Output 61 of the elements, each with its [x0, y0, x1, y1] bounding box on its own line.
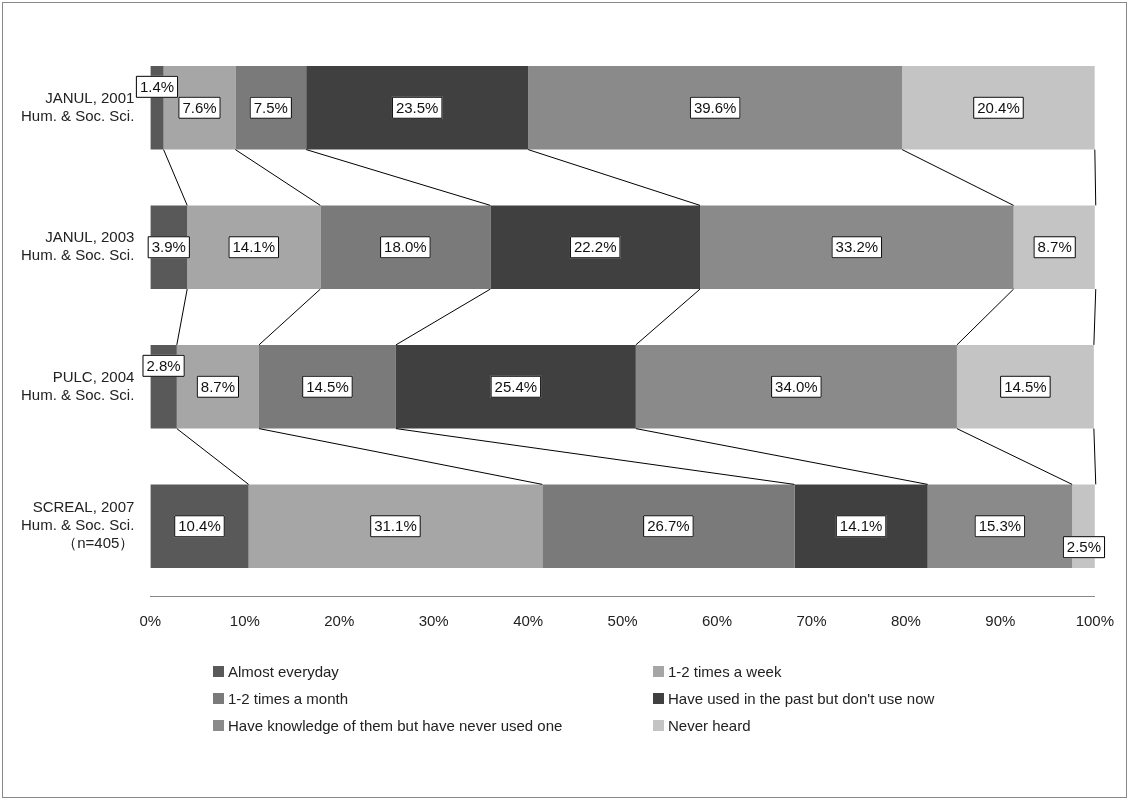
data-label: 1.4% [139, 77, 175, 95]
data-label: 2.8% [146, 356, 181, 374]
bar [248, 484, 543, 569]
data-label: 14.5% [306, 377, 349, 395]
bar [902, 65, 1095, 150]
y-tick-label: JANUL, 2001 Hum. & Soc. Sci. [20, 88, 135, 124]
data-label: 18.0% [384, 238, 427, 256]
y-tick-label: SCREAL, 2007 Hum. & Soc. Sci. （n=405） [20, 498, 135, 552]
data-label: 7.5% [253, 98, 288, 116]
data-label: 25.4% [494, 377, 538, 395]
data-label: 2.5% [1066, 538, 1102, 556]
legend-label: Never heard [668, 717, 751, 734]
data-label: 26.7% [647, 517, 690, 535]
bar [700, 205, 1014, 290]
data-label: 14.1% [839, 517, 883, 535]
data-label: 7.6% [182, 98, 217, 116]
data-label: 14.1% [232, 238, 276, 256]
legend-label: Have knowledge of them but have never used one [228, 717, 563, 734]
y-tick-label: PULC, 2004 Hum. & Soc. Sci. [20, 367, 135, 403]
bar [528, 65, 903, 150]
bar [956, 344, 1094, 429]
x-tick-label: 30% [418, 612, 449, 630]
bar [258, 344, 396, 429]
x-tick-label: 50% [607, 612, 638, 630]
legend-label: Have used in the past but don't use now [668, 690, 935, 707]
legend-label: 1-2 times a month [228, 690, 349, 707]
bar [794, 484, 928, 569]
y-tick-label: JANUL, 2003 Hum. & Soc. Sci. [20, 228, 135, 264]
x-tick-label: 10% [229, 612, 260, 630]
data-label: 3.9% [151, 238, 186, 256]
bar [490, 205, 701, 290]
data-label: 23.5% [395, 98, 439, 116]
data-label: 10.4% [178, 517, 221, 535]
x-tick-label: 80% [890, 612, 921, 630]
bar [542, 484, 795, 569]
x-tick-label: 40% [513, 612, 544, 630]
bar [306, 65, 529, 150]
data-label: 34.0% [775, 377, 818, 395]
x-tick-label: 90% [985, 612, 1016, 630]
data-label: 31.1% [374, 517, 417, 535]
data-label: 14.5% [1004, 377, 1047, 395]
data-label: 39.6% [693, 98, 737, 116]
x-tick-label: 60% [702, 612, 733, 630]
x-tick-label: 20% [324, 612, 355, 630]
bar [1013, 205, 1095, 290]
x-tick-label: 0% [139, 612, 162, 630]
legend-label: 1-2 times a week [668, 663, 782, 680]
data-label: 20.4% [977, 98, 1020, 116]
legend-label: Almost everyday [228, 663, 339, 680]
data-label: 8.7% [200, 377, 235, 395]
bar [320, 205, 491, 290]
data-label: 22.2% [573, 238, 617, 256]
x-tick-label: 100% [1075, 612, 1115, 630]
data-label: 8.7% [1037, 238, 1072, 256]
data-label: 33.2% [835, 238, 879, 256]
bar [395, 344, 636, 429]
bar [150, 484, 249, 569]
data-label: 15.3% [978, 517, 1022, 535]
x-tick-label: 70% [796, 612, 827, 630]
bar [187, 205, 321, 290]
bar [635, 344, 957, 429]
